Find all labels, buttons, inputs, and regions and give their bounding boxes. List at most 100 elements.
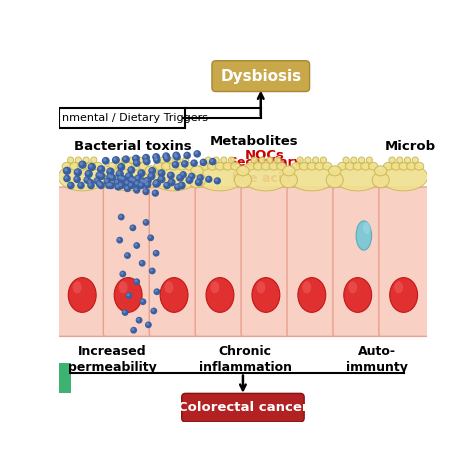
Circle shape [99,173,105,179]
Circle shape [97,173,100,176]
Ellipse shape [361,163,370,170]
Circle shape [184,152,190,158]
Ellipse shape [312,157,319,163]
FancyBboxPatch shape [379,187,428,337]
Ellipse shape [389,157,395,163]
Circle shape [75,177,77,180]
Circle shape [124,180,130,186]
Circle shape [123,311,125,313]
Circle shape [192,161,194,164]
Ellipse shape [274,157,281,163]
Circle shape [216,179,218,181]
Circle shape [119,183,121,186]
Circle shape [112,157,119,164]
Ellipse shape [237,166,249,176]
FancyBboxPatch shape [149,187,199,337]
FancyBboxPatch shape [333,187,383,337]
Circle shape [149,174,152,176]
Ellipse shape [108,163,117,170]
Ellipse shape [159,157,165,163]
Circle shape [88,182,94,189]
Ellipse shape [196,163,244,191]
Circle shape [100,174,102,176]
Circle shape [138,170,145,176]
FancyBboxPatch shape [57,187,107,337]
Circle shape [108,182,114,189]
Circle shape [118,182,124,189]
FancyBboxPatch shape [195,187,245,337]
Ellipse shape [58,163,106,191]
Text: Secondary
bile acids: Secondary bile acids [228,156,301,185]
Circle shape [108,175,110,177]
Text: nmental / Dietary Triggers: nmental / Dietary Triggers [63,113,209,123]
Ellipse shape [139,163,148,170]
Circle shape [119,176,121,179]
Ellipse shape [200,163,209,170]
Ellipse shape [305,157,311,163]
Circle shape [159,171,162,173]
Circle shape [148,235,154,240]
Ellipse shape [343,157,349,163]
Circle shape [86,172,89,174]
Ellipse shape [223,163,232,170]
Ellipse shape [300,163,309,170]
Ellipse shape [73,281,82,293]
Circle shape [164,182,170,189]
Ellipse shape [167,157,173,163]
Ellipse shape [228,157,235,163]
Circle shape [130,178,132,180]
Ellipse shape [283,166,295,176]
Circle shape [186,177,193,183]
Ellipse shape [328,166,341,176]
Circle shape [98,166,105,173]
Ellipse shape [78,163,87,170]
Circle shape [118,214,124,220]
Circle shape [141,179,143,182]
Circle shape [146,179,148,181]
Ellipse shape [154,163,163,170]
Ellipse shape [326,173,343,188]
Circle shape [132,328,134,330]
Circle shape [128,167,135,173]
Ellipse shape [288,163,336,191]
Ellipse shape [221,157,227,163]
Ellipse shape [372,173,389,188]
FancyBboxPatch shape [103,187,153,337]
Circle shape [146,182,148,185]
Ellipse shape [323,163,332,170]
Circle shape [104,179,110,185]
Circle shape [163,153,169,159]
Ellipse shape [397,157,403,163]
Circle shape [124,157,126,159]
Circle shape [75,170,78,173]
Circle shape [135,161,137,164]
Text: NOCs: NOCs [245,149,284,162]
Circle shape [139,171,142,173]
Circle shape [154,191,155,193]
Ellipse shape [346,163,355,170]
Circle shape [118,175,125,182]
Circle shape [129,183,131,186]
Circle shape [201,160,203,163]
Ellipse shape [206,278,234,312]
Circle shape [145,160,147,162]
Circle shape [148,173,155,180]
Circle shape [146,323,148,325]
Circle shape [119,215,121,217]
Circle shape [74,176,80,182]
Ellipse shape [160,278,188,312]
Circle shape [127,294,129,296]
Circle shape [175,155,177,157]
Circle shape [84,177,90,183]
Ellipse shape [129,157,135,163]
Ellipse shape [256,281,265,293]
Ellipse shape [356,221,372,250]
Circle shape [168,179,175,186]
Ellipse shape [251,157,257,163]
Circle shape [122,310,128,315]
Circle shape [109,175,116,181]
Circle shape [182,161,188,167]
Ellipse shape [374,166,387,176]
Circle shape [88,181,91,182]
Circle shape [144,221,146,223]
